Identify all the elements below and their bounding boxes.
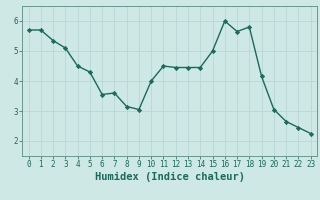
X-axis label: Humidex (Indice chaleur): Humidex (Indice chaleur) <box>95 172 244 182</box>
